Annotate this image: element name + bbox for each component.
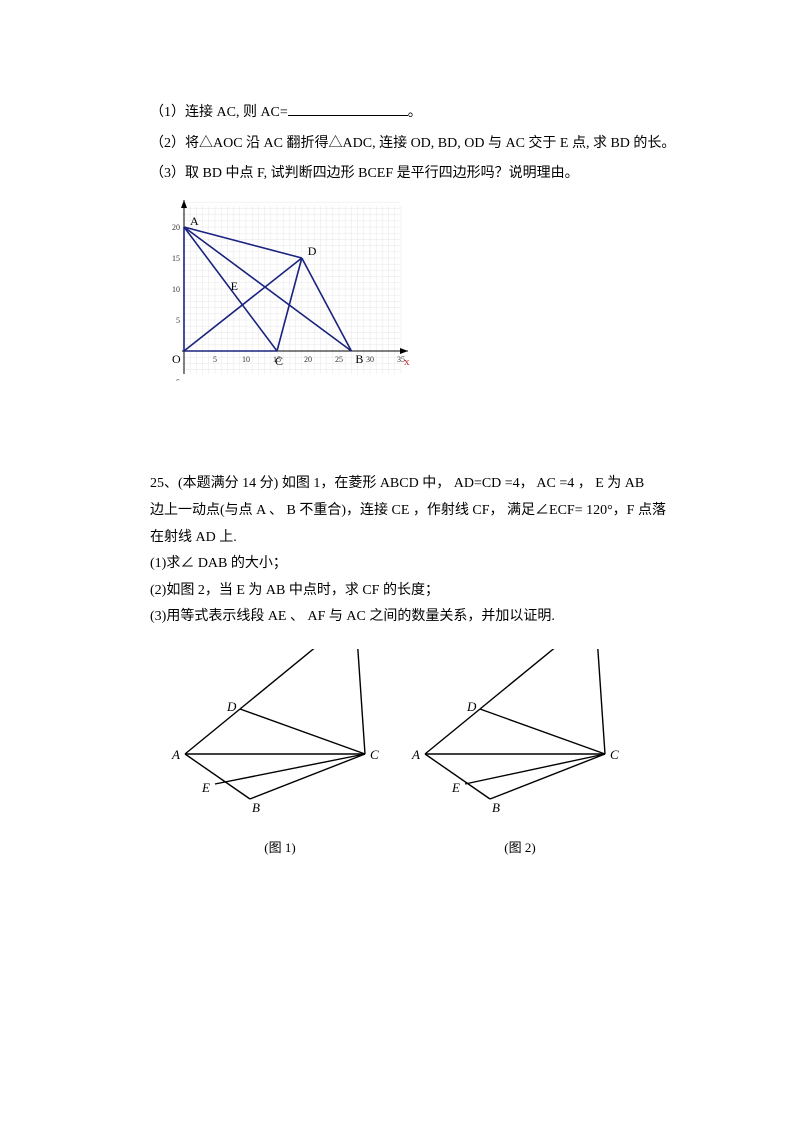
svg-text:10: 10 — [172, 285, 180, 294]
q25-l1: 25、(本题满分 14 分) 如图 1，在菱形 ABCD 中， AD=CD =4… — [150, 471, 694, 498]
coordinate-graph: 5101520253035-55101520ABCDEOx — [150, 196, 694, 392]
svg-text:30: 30 — [366, 355, 374, 364]
q25-l2: 边上一动点(与点 A 、 B 不重合)，连接 CE ，作射线 CF， 满足∠EC… — [150, 498, 694, 525]
question-25: 25、(本题满分 14 分) 如图 1，在菱形 ABCD 中， AD=CD =4… — [150, 471, 694, 631]
figure-2-wrap: ACDBEF (图 2) — [410, 649, 630, 860]
svg-text:D: D — [308, 244, 317, 258]
svg-text:E: E — [201, 780, 210, 795]
svg-text:D: D — [226, 699, 237, 714]
figure-1-label: (图 1) — [170, 836, 390, 861]
svg-text:C: C — [370, 747, 379, 762]
svg-text:A: A — [171, 747, 180, 762]
figure-1-wrap: ACDBEF (图 1) — [170, 649, 390, 860]
svg-text:5: 5 — [176, 316, 180, 325]
svg-text:5: 5 — [213, 355, 217, 364]
svg-text:B: B — [355, 352, 363, 366]
q25-l6: (3)用等式表示线段 AE 、 AF 与 AC 之间的数量关系，并加以证明. — [150, 604, 694, 631]
svg-text:A: A — [190, 214, 199, 228]
q1-p1-prefix: （1）连接 AC, 则 AC= — [150, 105, 288, 120]
q1-part1: （1）连接 AC, 则 AC= 。 — [150, 100, 694, 127]
q25-l4: (1)求∠ DAB 的大小； — [150, 551, 694, 578]
svg-text:B: B — [492, 800, 500, 815]
svg-text:C: C — [275, 354, 283, 368]
svg-text:A: A — [411, 747, 420, 762]
svg-text:C: C — [610, 747, 619, 762]
figure-1: ACDBEF — [170, 649, 390, 819]
q25-l3: 在射线 AD 上. — [150, 525, 694, 552]
svg-text:D: D — [466, 699, 477, 714]
q1-part3: （3）取 BD 中点 F, 试判断四边形 BCEF 是平行四边形吗？说明理由。 — [150, 161, 694, 188]
svg-text:E: E — [231, 279, 238, 293]
svg-text:15: 15 — [172, 254, 180, 263]
svg-text:20: 20 — [304, 355, 312, 364]
q25-l5: (2)如图 2，当 E 为 AB 中点时，求 CF 的长度； — [150, 578, 694, 605]
svg-text:B: B — [252, 800, 260, 815]
q1-p1-suffix: 。 — [408, 105, 422, 120]
blank-underline — [288, 101, 408, 116]
figure-2: ACDBEF — [410, 649, 630, 819]
q25-figures: ACDBEF (图 1) ACDBEF (图 2) — [170, 649, 694, 860]
svg-text:E: E — [451, 780, 460, 795]
svg-text:10: 10 — [242, 355, 250, 364]
q1-part2: （2）将△AOC 沿 AC 翻折得△ADC, 连接 OD, BD, OD 与 A… — [150, 131, 694, 158]
svg-text:25: 25 — [335, 355, 343, 364]
figure-2-label: (图 2) — [410, 836, 630, 861]
svg-text:-5: -5 — [173, 378, 180, 381]
svg-text:x: x — [404, 356, 410, 368]
svg-text:20: 20 — [172, 223, 180, 232]
svg-text:O: O — [172, 352, 181, 366]
